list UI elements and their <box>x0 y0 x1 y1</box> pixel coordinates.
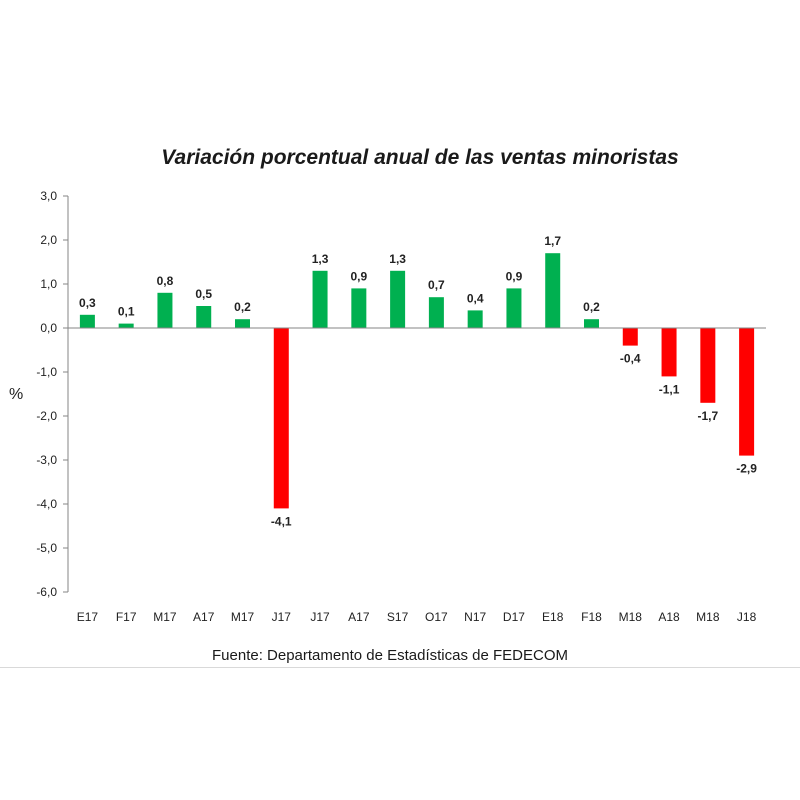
y-tick-label: 3,0 <box>40 189 57 203</box>
data-label: 0,9 <box>350 269 367 283</box>
bar <box>545 253 561 328</box>
x-tick-label: J17 <box>310 610 330 624</box>
x-tick-label: E18 <box>542 610 564 624</box>
x-tick-label: M18 <box>619 610 643 624</box>
bar-chart: 3,0 2,0 1,0 0,0 -1,0 -2,0 -3,0 -4,0 -5,0 -6,0 0,3… <box>9 189 766 624</box>
data-label: 0,7 <box>428 278 445 292</box>
source-note: Fuente: Departamento de Estadísticas de … <box>212 647 568 664</box>
x-tick-label: M18 <box>696 610 720 624</box>
x-tick-label: D17 <box>503 610 525 624</box>
x-tick-label: F17 <box>116 610 137 624</box>
x-tick-label: A17 <box>193 610 215 624</box>
bar <box>157 292 173 328</box>
bars <box>79 253 755 509</box>
data-label: 1,3 <box>312 252 329 266</box>
y-tick-label: -5,0 <box>36 541 57 555</box>
y-axis-label: % <box>9 386 23 403</box>
data-label: 0,1 <box>118 305 135 319</box>
data-label: 0,4 <box>467 291 484 305</box>
y-tick-label: -1,0 <box>36 365 57 379</box>
bar <box>506 288 522 328</box>
x-tick-label: J18 <box>737 610 757 624</box>
bar <box>428 297 444 328</box>
data-label: -1,1 <box>659 382 680 396</box>
data-label: 0,2 <box>583 300 600 314</box>
bar <box>584 319 599 328</box>
x-tick-label: M17 <box>231 610 255 624</box>
data-label: -2,9 <box>736 462 757 476</box>
data-label: 0,5 <box>195 287 212 301</box>
x-tick-label: N17 <box>464 610 486 624</box>
chart-title: Variación porcentual anual de las ventas… <box>161 146 679 169</box>
y-tick-label: -3,0 <box>36 453 57 467</box>
y-tick-label: -2,0 <box>36 409 57 423</box>
y-tick-label: -4,0 <box>36 497 57 511</box>
bar <box>79 314 95 328</box>
x-tick-label: O17 <box>425 610 448 624</box>
data-label: -1,7 <box>697 409 718 423</box>
y-axis: 3,0 2,0 1,0 0,0 -1,0 -2,0 -3,0 -4,0 -5,0 -6,0 <box>36 189 69 599</box>
data-label: 1,7 <box>544 234 561 248</box>
y-tick-label: 1,0 <box>40 277 57 291</box>
x-tick-label: A18 <box>658 610 680 624</box>
bar <box>351 288 367 328</box>
x-tick-label: M17 <box>153 610 177 624</box>
bar <box>196 306 212 328</box>
bar <box>118 323 134 328</box>
data-label: 0,8 <box>157 274 174 288</box>
bar <box>312 270 328 328</box>
x-tick-label: A17 <box>348 610 370 624</box>
data-label: 0,9 <box>506 269 523 283</box>
data-label: 1,3 <box>389 252 406 266</box>
data-labels: 0,3 0,1 0,8 0,5 0,2 -4,1 1,3 0,9 1,3 0,7 0,4 0,9 1,7… <box>79 234 757 528</box>
data-label: -0,4 <box>620 352 641 366</box>
data-label: -4,1 <box>271 514 292 528</box>
divider <box>0 667 800 668</box>
y-tick-label: -6,0 <box>36 585 57 599</box>
bar <box>273 328 289 509</box>
x-tick-label: S17 <box>387 610 409 624</box>
data-label: 0,3 <box>79 296 96 310</box>
bar <box>661 328 677 377</box>
bar <box>739 328 755 456</box>
bar <box>467 310 483 328</box>
x-tick-label: E17 <box>77 610 99 624</box>
x-tick-label: F18 <box>581 610 602 624</box>
bar <box>700 328 716 403</box>
bar <box>235 319 250 328</box>
data-label: 0,2 <box>234 300 251 314</box>
bar <box>622 328 638 346</box>
x-axis: E17 F17 M17 A17 M17 J17 J17 A17 S17 O17 N17 D17 E18 F… <box>68 327 766 624</box>
y-tick-label: 0,0 <box>40 321 57 335</box>
bar <box>390 270 406 328</box>
y-tick-label: 2,0 <box>40 233 57 247</box>
x-tick-label: J17 <box>272 610 292 624</box>
